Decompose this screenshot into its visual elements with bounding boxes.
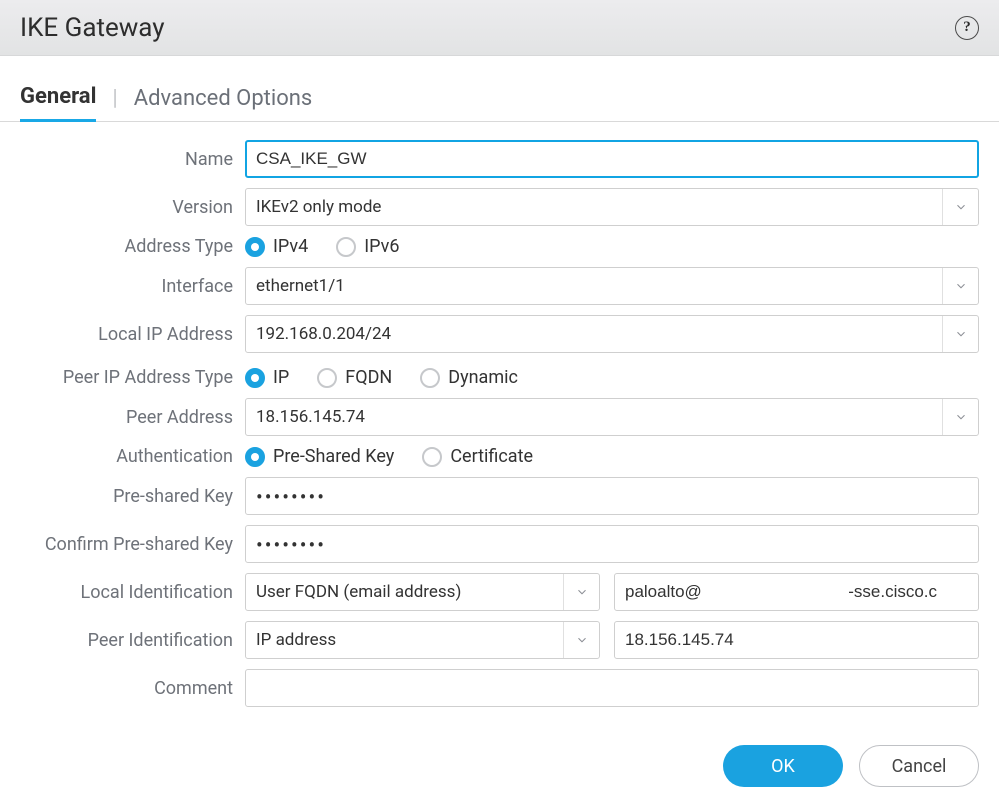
radio-psk[interactable]: Pre-Shared Key <box>245 446 394 467</box>
peer-address-select[interactable]: 18.156.145.74 <box>245 398 979 436</box>
peer-ip-type-label: Peer IP Address Type <box>20 367 245 388</box>
peer-id-type-value: IP address <box>256 630 563 650</box>
form-panel: Name Version IKEv2 only mode Address Typ… <box>0 122 999 707</box>
authentication-radio-group: Pre-Shared Key Certificate <box>245 446 533 467</box>
psk-label: Pre-shared Key <box>20 486 245 507</box>
tab-bar: General | Advanced Options <box>0 56 999 122</box>
interface-value: ethernet1/1 <box>256 276 942 296</box>
cancel-button[interactable]: Cancel <box>859 745 979 787</box>
local-ip-select[interactable]: 192.168.0.204/24 <box>245 315 979 353</box>
radio-ipv6[interactable]: IPv6 <box>336 236 399 257</box>
peer-address-label: Peer Address <box>20 407 245 428</box>
interface-select[interactable]: ethernet1/1 <box>245 267 979 305</box>
tab-general[interactable]: General <box>20 76 96 122</box>
radio-label: IPv6 <box>364 236 399 257</box>
local-id-type-select[interactable]: User FQDN (email address) <box>245 573 600 611</box>
comment-input[interactable] <box>245 669 979 707</box>
radio-label: Certificate <box>450 446 533 467</box>
peer-id-value-input[interactable] <box>614 621 979 659</box>
local-id-value-input[interactable] <box>614 573 979 611</box>
psk-confirm-input[interactable]: •••••••• <box>245 525 979 563</box>
radio-icon <box>245 237 265 257</box>
name-input[interactable] <box>245 140 979 178</box>
radio-label: IP <box>273 367 289 388</box>
comment-label: Comment <box>20 678 245 699</box>
psk-input[interactable]: •••••••• <box>245 477 979 515</box>
dialog-header: IKE Gateway ? <box>0 0 999 56</box>
radio-certificate[interactable]: Certificate <box>422 446 533 467</box>
radio-icon <box>245 447 265 467</box>
radio-icon <box>422 447 442 467</box>
local-ip-label: Local IP Address <box>20 324 245 345</box>
help-icon[interactable]: ? <box>955 16 979 40</box>
chevron-down-icon <box>942 399 978 435</box>
address-type-label: Address Type <box>20 236 245 257</box>
psk-confirm-label: Confirm Pre-shared Key <box>20 534 245 555</box>
version-label: Version <box>20 197 245 218</box>
version-select[interactable]: IKEv2 only mode <box>245 188 979 226</box>
dialog-title: IKE Gateway <box>20 13 165 43</box>
name-label: Name <box>20 149 245 170</box>
radio-peer-dynamic[interactable]: Dynamic <box>420 367 518 388</box>
radio-label: Dynamic <box>448 367 518 388</box>
tab-separator: | <box>96 86 133 121</box>
peer-id-type-select[interactable]: IP address <box>245 621 600 659</box>
local-id-label: Local Identification <box>20 582 245 603</box>
radio-label: Pre-Shared Key <box>273 446 394 467</box>
radio-icon <box>336 237 356 257</box>
peer-ip-type-radio-group: IP FQDN Dynamic <box>245 367 518 388</box>
ike-gateway-dialog: IKE Gateway ? General | Advanced Options… <box>0 0 999 807</box>
address-type-radio-group: IPv4 IPv6 <box>245 236 399 257</box>
dialog-footer: OK Cancel <box>0 717 999 807</box>
peer-address-value: 18.156.145.74 <box>256 407 942 427</box>
radio-peer-ip[interactable]: IP <box>245 367 289 388</box>
radio-icon <box>245 368 265 388</box>
radio-peer-fqdn[interactable]: FQDN <box>317 367 392 388</box>
chevron-down-icon <box>942 189 978 225</box>
radio-label: FQDN <box>345 367 392 388</box>
local-ip-value: 192.168.0.204/24 <box>256 324 942 344</box>
peer-id-label: Peer Identification <box>20 630 245 651</box>
radio-ipv4[interactable]: IPv4 <box>245 236 308 257</box>
authentication-label: Authentication <box>20 446 245 467</box>
chevron-down-icon <box>942 316 978 352</box>
local-id-type-value: User FQDN (email address) <box>256 582 563 602</box>
chevron-down-icon <box>563 574 599 610</box>
interface-label: Interface <box>20 276 245 297</box>
version-value: IKEv2 only mode <box>256 197 942 217</box>
chevron-down-icon <box>563 622 599 658</box>
ok-button[interactable]: OK <box>723 745 843 787</box>
radio-icon <box>317 368 337 388</box>
radio-icon <box>420 368 440 388</box>
tab-advanced-options[interactable]: Advanced Options <box>134 78 313 121</box>
chevron-down-icon <box>942 268 978 304</box>
radio-label: IPv4 <box>273 236 308 257</box>
